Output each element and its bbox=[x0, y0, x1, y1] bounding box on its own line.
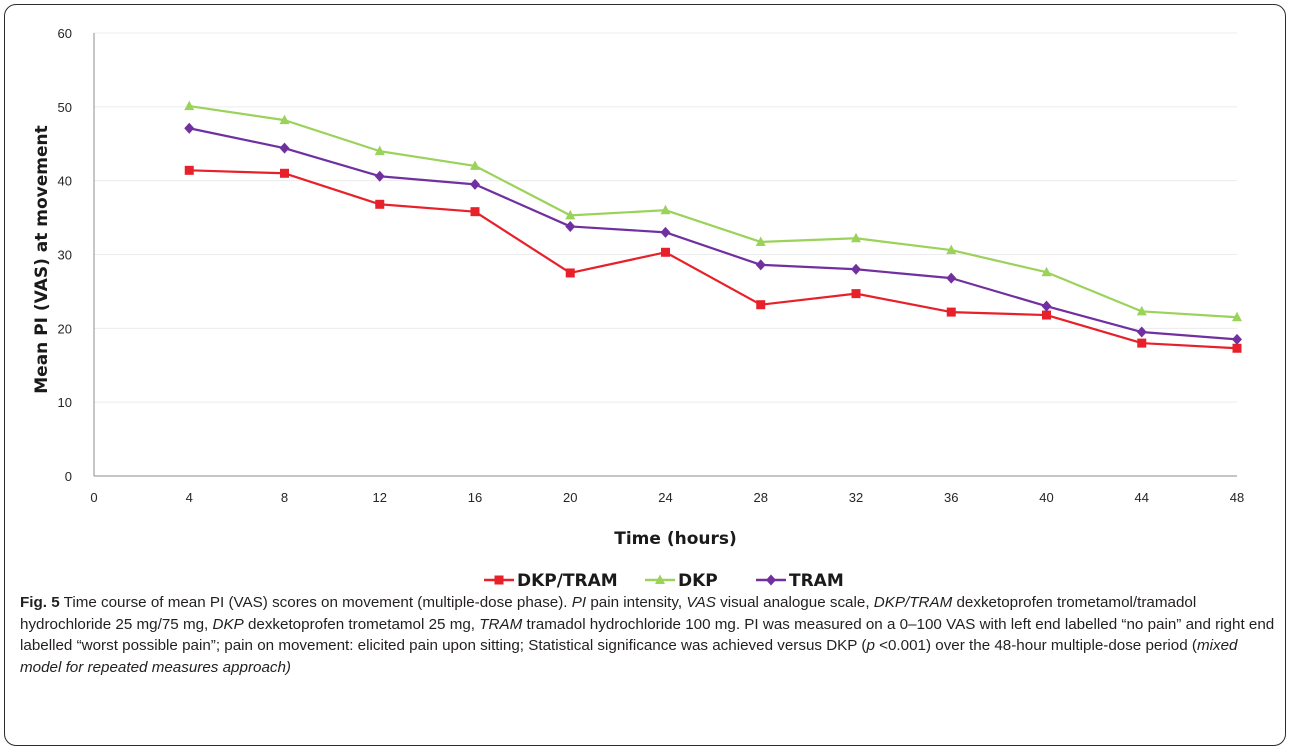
data-point-dkp-tram bbox=[280, 168, 289, 178]
y-tick-label: 20 bbox=[58, 321, 72, 336]
data-point-dkp bbox=[1041, 266, 1052, 277]
legend-item-dkp: DKP bbox=[645, 571, 718, 590]
data-point-dkp bbox=[1136, 305, 1147, 316]
caption-abbreviation: DKP bbox=[212, 615, 244, 633]
data-point-dkp-tram bbox=[470, 207, 480, 217]
series-line-dkp bbox=[189, 105, 1238, 319]
data-point-tram bbox=[755, 259, 766, 271]
caption-segment: tramadol hydrochloride 100 mg. PI was me… bbox=[20, 615, 1275, 655]
y-tick-label: 40 bbox=[58, 174, 72, 189]
figure-frame bbox=[4, 4, 1286, 746]
caption-label: Fig. 5 bbox=[20, 594, 60, 611]
y-tick-label: 50 bbox=[58, 100, 72, 115]
data-point-dkp-tram bbox=[565, 268, 575, 278]
data-point-tram bbox=[279, 142, 290, 154]
data-point-dkp-tram bbox=[184, 165, 194, 175]
series-line-dkp-tram bbox=[189, 169, 1238, 350]
data-point-dkp-tram bbox=[661, 247, 670, 257]
x-tick-label: 36 bbox=[944, 490, 958, 505]
caption-segment: visual analogue scale, bbox=[715, 594, 874, 611]
legend-label-dkp: DKP bbox=[678, 571, 718, 590]
legend-label-tram: TRAM bbox=[789, 571, 844, 590]
legend-marker-dkp bbox=[655, 574, 665, 584]
caption-text: Time course of mean PI (VAS) scores on m… bbox=[20, 594, 1274, 676]
caption-abbreviation: PI bbox=[571, 594, 587, 611]
caption-abbreviation: DKP/TRAM bbox=[873, 594, 953, 611]
data-point-dkp bbox=[1232, 311, 1242, 322]
data-point-dkp bbox=[279, 114, 290, 125]
x-tick-label: 48 bbox=[1230, 490, 1244, 505]
data-point-dkp-tram bbox=[1137, 338, 1147, 348]
gridlines bbox=[94, 32, 1237, 403]
x-tick-label: 16 bbox=[468, 490, 482, 505]
data-point-dkp bbox=[660, 204, 671, 215]
data-point-dkp bbox=[755, 236, 766, 246]
data-point-dkp bbox=[470, 160, 480, 170]
data-point-dkp-tram bbox=[946, 307, 956, 317]
data-point-tram bbox=[565, 220, 576, 232]
caption-abbreviation: VAS bbox=[686, 594, 716, 611]
figure-caption: Fig. 5 Time course of mean PI (VAS) scor… bbox=[20, 592, 1275, 678]
caption-segment: pain intensity, bbox=[586, 594, 687, 611]
legend-marker-dkp-tram bbox=[494, 575, 504, 585]
y-tick-label: 10 bbox=[58, 395, 72, 410]
x-tick-label: 24 bbox=[658, 490, 672, 505]
caption-segment: <0.001) over the 48-hour multiple-dose p… bbox=[874, 637, 1197, 654]
x-tick-label: 4 bbox=[186, 490, 193, 505]
data-point-dkp-tram bbox=[375, 199, 385, 209]
x-tick-label: 0 bbox=[90, 490, 97, 505]
caption-segment: dexketoprofen trometamol/tramadol hydroc… bbox=[20, 594, 1197, 633]
caption-segment: dexketoprofen trometamol 25 mg, bbox=[243, 615, 480, 633]
data-point-tram bbox=[1232, 333, 1242, 345]
caption-abbreviation: mixed model for repeated measures approa… bbox=[20, 637, 1238, 676]
data-point-dkp bbox=[946, 244, 957, 255]
y-tick-label: 60 bbox=[58, 26, 72, 41]
data-point-dkp bbox=[565, 209, 576, 220]
x-tick-label: 40 bbox=[1039, 490, 1053, 505]
y-tick-label: 0 bbox=[65, 469, 72, 484]
data-point-dkp bbox=[851, 232, 861, 243]
x-tick-label: 44 bbox=[1135, 490, 1149, 505]
data-point-tram bbox=[660, 226, 671, 238]
data-point-dkp-tram bbox=[851, 289, 861, 299]
data-point-tram bbox=[374, 170, 385, 182]
x-tick-label: 8 bbox=[281, 490, 288, 505]
legend-item-tram: TRAM bbox=[756, 571, 844, 590]
series-tram bbox=[184, 122, 1242, 345]
x-tick-label: 32 bbox=[849, 490, 863, 505]
data-point-tram bbox=[851, 263, 861, 275]
series-dkp-tram bbox=[184, 165, 1242, 353]
data-point-dkp bbox=[374, 145, 385, 156]
series-dkp bbox=[184, 100, 1242, 322]
axes bbox=[93, 33, 1237, 477]
legend: DKP/TRAM DKP TRAM bbox=[484, 571, 844, 590]
data-point-tram bbox=[1136, 326, 1147, 338]
data-point-tram bbox=[184, 122, 195, 134]
legend-item-dkp-tram: DKP/TRAM bbox=[484, 571, 618, 590]
x-tick-label: 12 bbox=[373, 490, 387, 505]
data-point-dkp-tram bbox=[1042, 310, 1051, 320]
caption-abbreviation: p bbox=[866, 637, 875, 654]
x-axis-title: Time (hours) bbox=[614, 529, 737, 549]
y-axis-title: Mean PI (VAS) at movement bbox=[32, 125, 52, 394]
data-point-dkp-tram bbox=[756, 300, 766, 310]
x-tick-label: 28 bbox=[754, 490, 768, 505]
series-lines bbox=[184, 100, 1242, 353]
y-tick-label: 30 bbox=[58, 248, 72, 263]
data-point-dkp bbox=[184, 100, 195, 111]
data-point-dkp-tram bbox=[1232, 343, 1242, 353]
legend-marker-tram bbox=[766, 574, 776, 586]
x-tick-label: 20 bbox=[563, 490, 577, 505]
caption-abbreviation: TRAM bbox=[479, 615, 523, 633]
data-point-tram bbox=[1041, 300, 1052, 312]
caption-segment: Time course of mean PI (VAS) scores on m… bbox=[59, 594, 572, 611]
legend-label-dkp-tram: DKP/TRAM bbox=[517, 571, 618, 590]
series-line-tram bbox=[189, 127, 1238, 341]
data-point-tram bbox=[946, 272, 957, 284]
data-point-tram bbox=[470, 178, 480, 190]
